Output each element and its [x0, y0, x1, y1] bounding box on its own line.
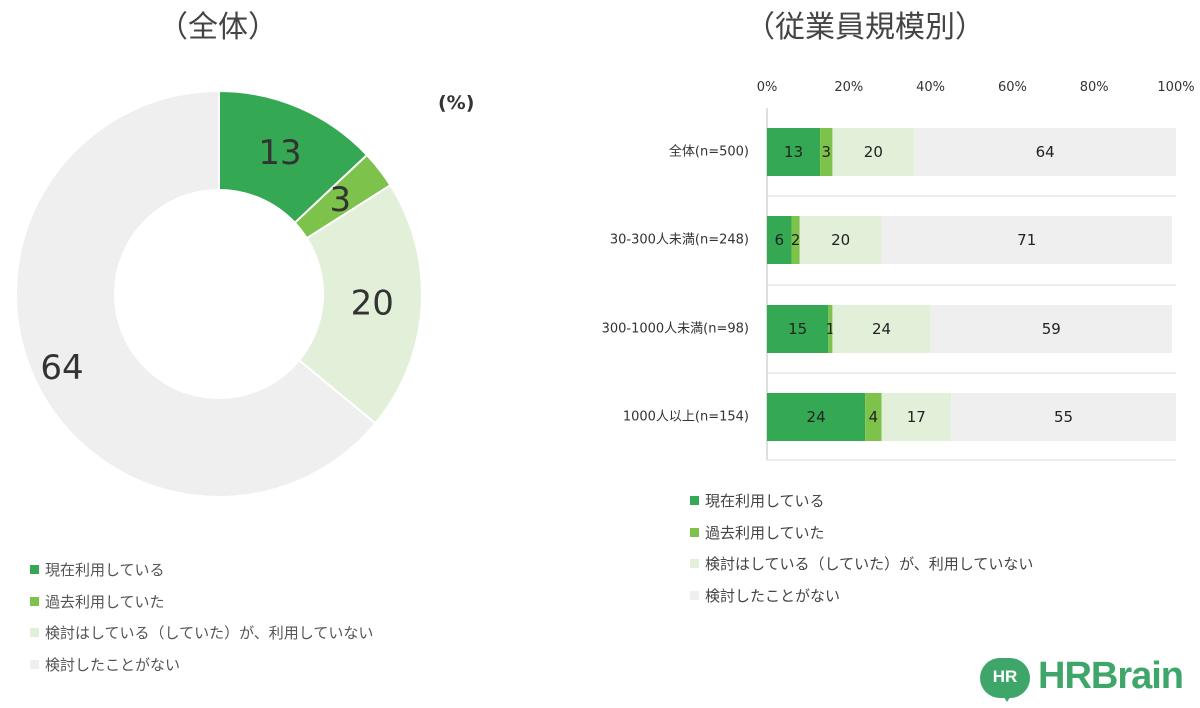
bar-segment-past	[828, 305, 833, 353]
legend-swatch-never	[30, 659, 39, 669]
bar-value-label: 15	[788, 320, 807, 338]
hrbrain-logo: HR HRBrain	[978, 655, 1190, 705]
legend-swatch-never	[690, 590, 699, 600]
x-tick-label: 100%	[1157, 80, 1194, 95]
bar-segment-considered	[881, 393, 952, 441]
bar-segment-never	[881, 216, 1172, 264]
legend-label-current: 現在利用している	[45, 561, 165, 580]
logo-wordmark: HRBrain	[1038, 655, 1184, 697]
legend-item-never: 検討したことがない	[30, 649, 373, 681]
donut-label-current: 13	[258, 133, 301, 173]
legend-label-never: 検討したことがない	[705, 586, 841, 605]
legend-swatch-considered	[690, 559, 699, 569]
x-tick-label: 0%	[757, 80, 778, 95]
x-tick-label: 40%	[916, 80, 945, 95]
bar-value-label: 4	[869, 408, 879, 426]
category-label: 1000人以上(n=154)	[623, 410, 749, 425]
legend-label-considered: 検討はしている（していた）が、利用していない	[45, 624, 374, 643]
bar-segment-past	[820, 128, 833, 176]
bar-value-label: 6	[774, 231, 784, 249]
bar-value-label: 20	[864, 143, 883, 161]
bar-value-label: 20	[831, 231, 850, 249]
bar-segment-past	[791, 216, 800, 264]
donut-slice-never	[15, 89, 377, 498]
bar-value-label: 71	[1017, 231, 1036, 249]
legend-item-past: 過去利用していた	[690, 517, 1033, 549]
legend-label-past: 過去利用していた	[45, 592, 165, 611]
bar-chart-title: （従業員規模別）	[745, 10, 985, 45]
bar-value-label: 24	[807, 408, 826, 426]
legend-item-current: 現在利用している	[690, 485, 1033, 517]
bar-value-label: 3	[822, 143, 832, 161]
legend-swatch-past	[30, 596, 39, 606]
category-label: 300-1000人未満(n=98)	[602, 322, 749, 337]
donut-slice-considered	[297, 183, 423, 425]
bar-value-label: 17	[907, 408, 926, 426]
donut-label-considered: 20	[351, 284, 394, 324]
legend-swatch-current	[30, 565, 39, 575]
legend-item-considered: 検討はしている（していた）が、利用していない	[690, 548, 1033, 580]
legend-label-considered: 検討はしている（していた）が、利用していない	[705, 555, 1034, 574]
bar-value-label: 24	[872, 320, 891, 338]
bar-value-label: 2	[791, 231, 801, 249]
logo-bubble-tail	[1000, 691, 1014, 702]
bar-segment-current	[767, 216, 792, 264]
x-tick-label: 80%	[1080, 80, 1109, 95]
bar-segment-considered	[832, 128, 915, 176]
donut-chart: 13 3 20 64	[15, 89, 423, 498]
legend-item-never: 検討したことがない	[690, 580, 1033, 612]
legend-label-past: 過去利用していた	[705, 523, 825, 542]
bar-segment-current	[767, 128, 821, 176]
legend-swatch-current	[690, 496, 699, 506]
bar-value-label: 1	[826, 320, 836, 338]
logo-bubble-text: HR	[992, 667, 1018, 686]
category-label: 全体(n=500)	[669, 144, 749, 160]
bar-segment-past	[865, 393, 882, 441]
legend-item-current: 現在利用している	[30, 554, 373, 586]
bar-segment-considered	[799, 216, 882, 264]
legend-label-never: 検討したことがない	[45, 655, 181, 674]
legend-item-considered: 検討はしている（していた）が、利用していない	[30, 617, 373, 649]
donut-legend: 現在利用している 過去利用していた 検討はしている（していた）が、利用していない…	[30, 554, 373, 680]
bar-value-label: 59	[1042, 320, 1061, 338]
bar-segment-never	[914, 128, 1176, 176]
bar-segment-never	[930, 305, 1172, 353]
bar-segment-never	[951, 393, 1176, 441]
legend-swatch-considered	[30, 628, 39, 638]
category-label: 30-300人未満(n=248)	[610, 233, 749, 248]
legend-label-current: 現在利用している	[705, 492, 825, 511]
bar-legend: 現在利用している 過去利用していた 検討はしている（していた）が、利用していない…	[690, 485, 1033, 611]
legend-item-past: 過去利用していた	[30, 586, 373, 618]
donut-chart-title: （全体）	[158, 10, 278, 45]
bar-segment-considered	[832, 305, 931, 353]
unit-label: (%)	[438, 92, 475, 114]
bar-segment-current	[767, 305, 829, 353]
donut-label-never: 64	[40, 348, 83, 388]
x-tick-label: 60%	[998, 80, 1027, 95]
bar-value-label: 55	[1054, 408, 1073, 426]
bar-value-label: 64	[1036, 143, 1055, 161]
bar-segment-current	[767, 393, 866, 441]
donut-label-past: 3	[329, 180, 351, 220]
bar-value-label: 13	[784, 143, 803, 161]
stacked-bar-chart: 0% 20% 40% 60% 80% 100%全体(n=500) 13 3 20 6430-300…	[602, 80, 1195, 461]
legend-swatch-past	[690, 527, 699, 537]
x-tick-label: 20%	[834, 80, 863, 95]
